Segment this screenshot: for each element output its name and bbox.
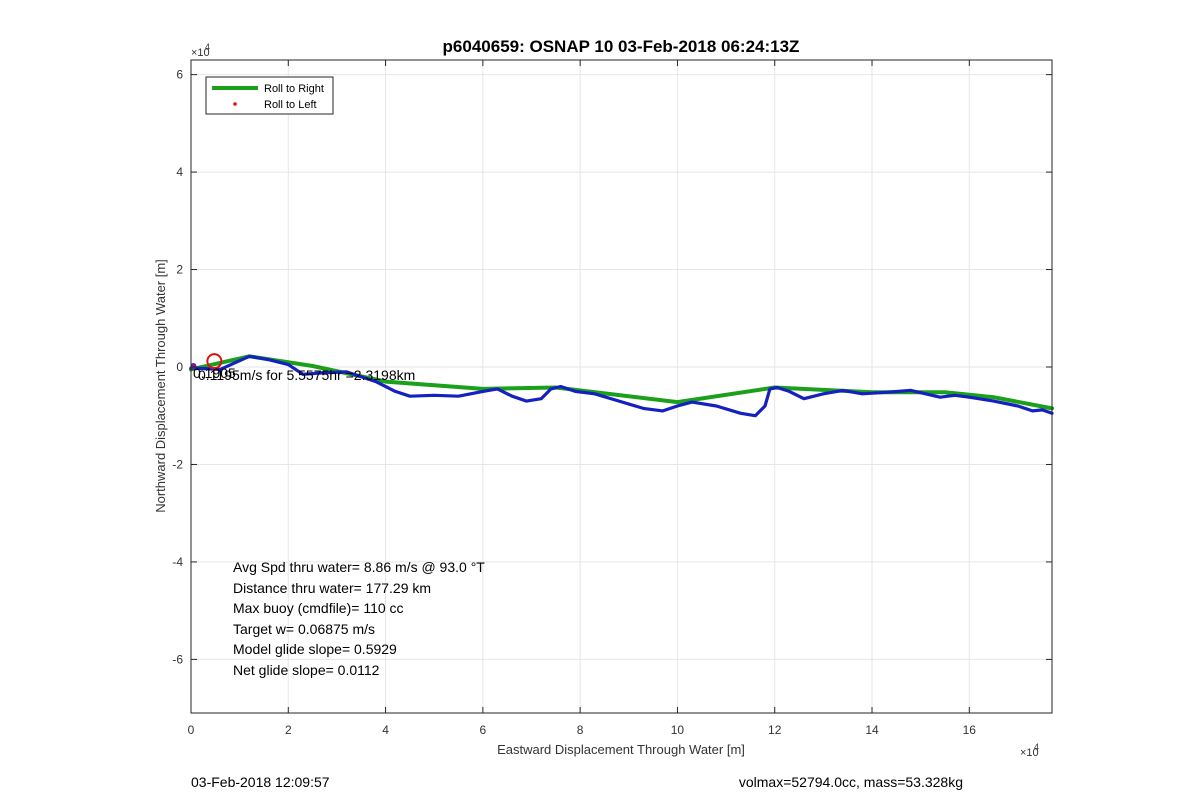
series-track-line <box>189 354 1054 418</box>
y-tick-label: -4 <box>172 555 183 569</box>
x-tick-label: 6 <box>480 723 487 737</box>
y-tick-label: 4 <box>176 165 183 179</box>
y-tick-label: -2 <box>172 457 183 471</box>
x-multiplier-exp: 4 <box>1034 742 1039 752</box>
footer-volmax: volmax=52794.0cc, mass=53.328kg <box>739 774 963 790</box>
x-tick-label: 2 <box>285 723 292 737</box>
start-point-dot <box>190 363 197 370</box>
stat-net-glide: Net glide slope= 0.0112 <box>233 662 380 678</box>
plot-area <box>191 60 1052 713</box>
series-layer <box>189 353 1054 418</box>
stat-model-glide: Model glide slope= 0.5929 <box>233 641 397 657</box>
y-multiplier-base: ×10 <box>191 47 210 59</box>
y-tick-label: 0 <box>176 360 183 374</box>
x-multiplier-base: ×10 <box>1020 747 1039 759</box>
chart-title: p6040659: OSNAP 10 03-Feb-2018 06:24:13Z <box>443 37 800 56</box>
x-tick-label: 14 <box>865 723 879 737</box>
y-multiplier-exp: 4 <box>205 42 210 52</box>
legend-label-roll-left: Roll to Left <box>264 99 317 111</box>
y-tick-label: -6 <box>172 652 183 666</box>
y-axis-label: Northward Displacement Through Water [m] <box>153 259 168 513</box>
legend-label-roll-right: Roll to Right <box>264 83 324 95</box>
legend-box <box>205 76 334 115</box>
y-tick-label: 2 <box>176 263 183 277</box>
x-tick-label: 12 <box>768 723 782 737</box>
x-axis-multiplier: ×10 4 <box>1020 742 1039 759</box>
stat-distance: Distance thru water= 177.29 km <box>233 580 431 596</box>
plot-frame <box>190 59 1053 714</box>
grid-lines <box>190 60 1052 713</box>
stat-max-buoy: Max buoy (cmdfile)= 110 cc <box>233 600 404 616</box>
target-circle-marker <box>206 353 223 370</box>
x-tick-label: 0 <box>188 723 195 737</box>
y-tick-label: 6 <box>176 68 183 82</box>
y-axis-ticks: -6 -4 -2 0 2 4 6 <box>172 68 1052 666</box>
x-tick-label: 16 <box>963 723 977 737</box>
legend-dot-roll-left <box>233 102 237 106</box>
stat-target-w: Target w= 0.06875 m/s <box>233 621 375 637</box>
legend: Roll to Right Roll to Left <box>205 76 334 115</box>
x-tick-label: 10 <box>671 723 685 737</box>
footer-timestamp: 03-Feb-2018 12:09:57 <box>191 774 330 790</box>
x-tick-label: 4 <box>382 723 389 737</box>
x-axis-label: Eastward Displacement Through Water [m] <box>497 742 745 757</box>
y-axis-multiplier: ×10 4 <box>191 42 210 59</box>
overlay-label-secondary: 0.1905 <box>193 365 236 381</box>
x-tick-label: 8 <box>577 723 584 737</box>
stats-block: Avg Spd thru water= 8.86 m/s @ 93.0 °T D… <box>233 559 485 678</box>
x-axis-ticks: 0 2 4 6 8 10 12 14 16 <box>188 60 977 737</box>
series-roll-right-line <box>189 354 1054 411</box>
overlay-label: 0.1195m/s for 5.5575hr =2.3198km <box>198 367 415 383</box>
stat-avg-speed: Avg Spd thru water= 8.86 m/s @ 93.0 °T <box>233 559 485 575</box>
